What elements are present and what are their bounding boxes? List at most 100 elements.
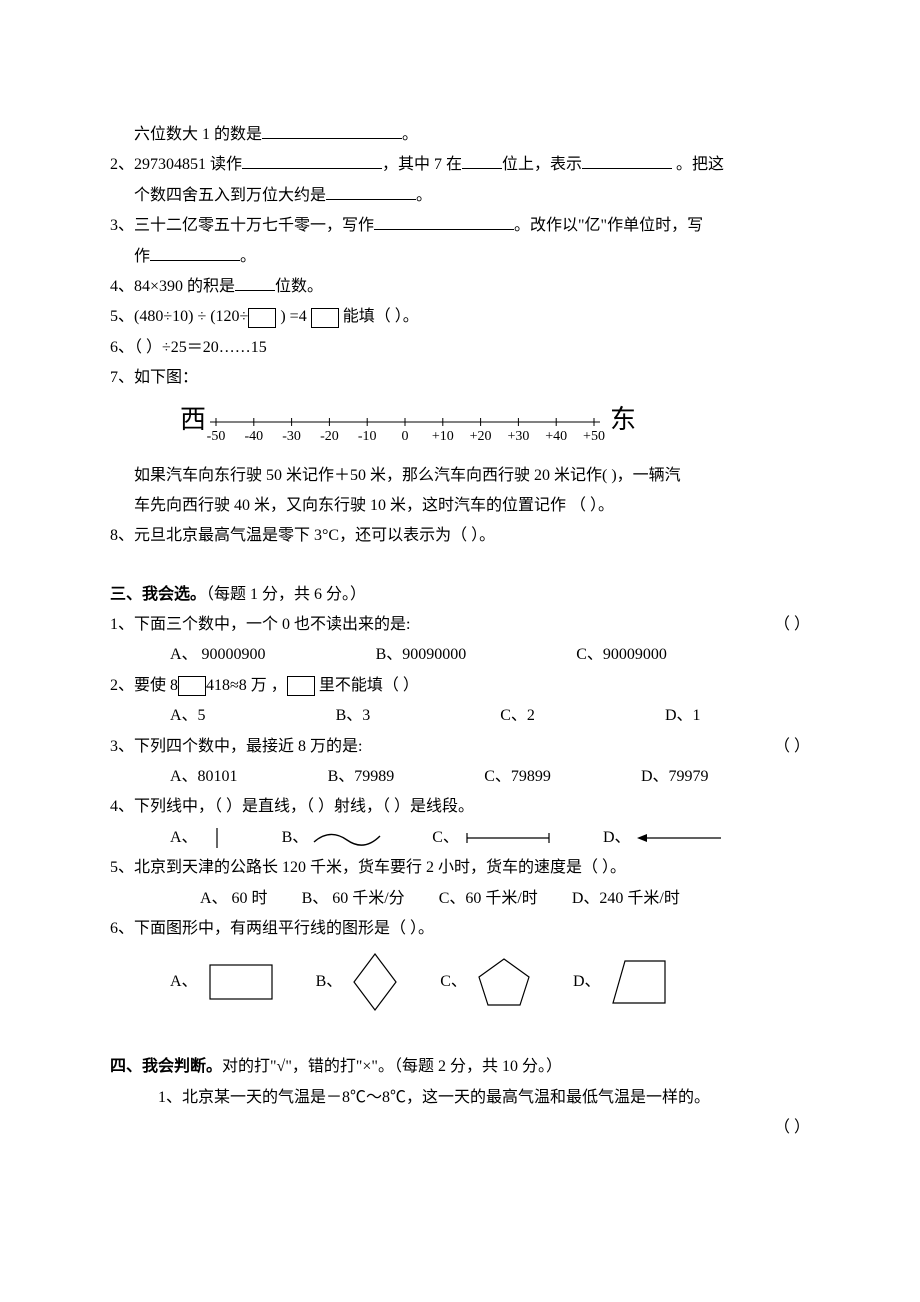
svg-text:0: 0 (402, 429, 409, 444)
sec4-title: 四、我会判断。 (110, 1058, 222, 1075)
q2-part2: ，其中 7 在 (382, 156, 462, 173)
s3q1: 1、下面三个数中，一个 0 也不读出来的是: （ ） (110, 610, 810, 640)
s3q3-paren: （ ） (774, 732, 810, 762)
s3q4-text: 4、下列线中，（ ）是直线，（ ）射线，（ ）是线段。 (110, 798, 474, 815)
svg-text:-50: -50 (207, 429, 226, 444)
opt-d: D、1 (665, 701, 701, 731)
q7-head: 7、如下图： (110, 363, 810, 393)
number-line-diagram: 西 -50-40-30-20-100+10+20+30+40+50 东 (170, 400, 810, 455)
opt-b: B、 (316, 967, 343, 997)
s3q4: 4、下列线中，（ ）是直线，（ ）射线，（ ）是线段。 (110, 792, 810, 822)
east-label: 东 (610, 405, 636, 434)
opt-b: B、90090000 (376, 640, 467, 670)
segment-c-icon (463, 828, 553, 848)
svg-text:+40: +40 (545, 429, 567, 444)
s3q6-text: 6、下面图形中，有两组平行线的图形是（ ）。 (110, 920, 434, 937)
q8-text: 8、元旦北京最高气温是零下 3°C，还可以表示为（ ）。 (110, 527, 495, 544)
section3-header: 三、我会选。（每题 1 分，共 6 分。） (110, 580, 810, 610)
spacer (110, 552, 810, 580)
s3q6: 6、下面图形中，有两组平行线的图形是（ ）。 (110, 914, 810, 944)
blank (150, 244, 240, 261)
svg-text:+30: +30 (507, 429, 529, 444)
q7-p1: 如果汽车向东行驶 50 米记作＋50 米，那么汽车向西行驶 20 米记作( )，… (110, 461, 810, 491)
opt-b-wrap: B、 (316, 952, 401, 1012)
svg-text:+50: +50 (583, 429, 605, 444)
q5-b: ) =4 (276, 308, 310, 325)
s3q2-options: A、5 B、3 C、2 D、1 (110, 701, 810, 731)
q2-l2a: 个数四舍五入到万位大约是 (134, 187, 326, 204)
spacer (110, 1012, 810, 1052)
q2-line2: 个数四舍五入到万位大约是 。 (110, 181, 810, 211)
opt-c: C、 (432, 823, 459, 853)
s3q6-options: A、 B、 C、 D、 (110, 952, 810, 1012)
q2: 2、297304851 读作，其中 7 在位上，表示 。把这 (110, 150, 810, 180)
q8: 8、元旦北京最高气温是零下 3°C，还可以表示为（ ）。 (110, 521, 810, 551)
s3q4-options: A、 B、 C、 D、 (110, 823, 810, 853)
s3q2-t2: 418≈8 万 ， (206, 677, 287, 694)
s4q1-text: 1、北京某一天的气温是－8℃～8℃，这一天的最高气温和最低气温是一样的。 (158, 1089, 710, 1106)
blank (235, 274, 275, 291)
opt-c: C、90009000 (576, 640, 667, 670)
s4q1-paren-text: （ ） (774, 1119, 810, 1136)
opt-c: C、79899 (484, 762, 551, 792)
opt-a: A、5 (170, 701, 206, 731)
box-icon (311, 308, 339, 328)
q5-a: 5、(480÷10) ÷ (120÷ (110, 308, 248, 325)
blank (242, 152, 382, 169)
svg-text:-20: -20 (320, 429, 339, 444)
s3q5-text: 5、北京到天津的公路长 120 千米，货车要行 2 小时，货车的速度是（ ）。 (110, 859, 626, 876)
q3-b: 。改作以"亿"作单位时，写 (514, 217, 703, 234)
q7-p1-text: 如果汽车向东行驶 50 米记作＋50 米，那么汽车向西行驶 20 米记作( )，… (134, 467, 681, 484)
sec3-title: 三、我会选。 (110, 586, 206, 603)
q4-b: 位数。 (275, 278, 323, 295)
q5-c: 能填（ ）。 (339, 308, 419, 325)
q7-head-text: 7、如下图： (110, 369, 198, 386)
s3q2-t1: 2、要使 8 (110, 677, 178, 694)
opt-a: A、 90000900 (170, 640, 266, 670)
blank (262, 122, 402, 139)
q2-part1: 2、297304851 读作 (110, 156, 242, 173)
s3q2-t3: 里不能填（ ） (315, 677, 419, 694)
opt-b: B、79989 (328, 762, 395, 792)
opt-c: C、60 千米/时 (439, 884, 538, 914)
q6-text: 6、（ ）÷25＝20……15 (110, 339, 267, 356)
q6: 6、（ ）÷25＝20……15 (110, 333, 810, 363)
opt-c: C、2 (500, 701, 535, 731)
s3q1-text: 1、下面三个数中，一个 0 也不读出来的是: (110, 610, 410, 640)
opt-a-wrap: A、 (170, 823, 232, 853)
q4: 4、84×390 的积是 位数。 (110, 272, 810, 302)
ray-d-icon (635, 828, 725, 848)
s3q1-options: A、 90000900 B、90090000 C、90009000 (110, 640, 810, 670)
s3q3-text: 3、下列四个数中，最接近 8 万的是: (110, 732, 362, 762)
q2-part3: 位上，表示 (502, 156, 582, 173)
q1-text: 六位数大 1 的数是 (134, 126, 262, 143)
opt-d: D、 (573, 967, 601, 997)
q3-line2: 作。 (110, 242, 810, 272)
q2-l2b: 。 (416, 187, 432, 204)
pentagon-icon (475, 955, 533, 1009)
q1-continuation: 六位数大 1 的数是。 (110, 120, 810, 150)
trapezoid-icon (609, 957, 669, 1007)
section4-header: 四、我会判断。对的打"√"，错的打"×"。（每题 2 分，共 10 分。） (110, 1052, 810, 1082)
blank (582, 152, 672, 169)
opt-c-wrap: C、 (440, 955, 533, 1009)
q4-a: 4、84×390 的积是 (110, 278, 235, 295)
sec3-note: （每题 1 分，共 6 分。） (206, 586, 366, 603)
box-icon (287, 676, 315, 696)
opt-b: B、3 (336, 701, 371, 731)
opt-b-wrap: B、 (282, 823, 383, 853)
q3-a: 3、三十二亿零五十万七千零一，写作 (110, 217, 374, 234)
rhombus-icon (350, 952, 400, 1012)
q3-d: 。 (240, 248, 256, 265)
opt-d: D、79979 (641, 762, 709, 792)
s4q1: 1、北京某一天的气温是－8℃～8℃，这一天的最高气温和最低气温是一样的。 (110, 1083, 810, 1113)
opt-d: D、240 千米/时 (572, 884, 680, 914)
opt-a: A、 60 时 (200, 884, 268, 914)
box-icon (178, 676, 206, 696)
s3q2: 2、要使 8 418≈8 万 ， 里不能填（ ） (110, 671, 810, 701)
svg-text:-10: -10 (358, 429, 377, 444)
s3q5: 5、北京到天津的公路长 120 千米，货车要行 2 小时，货车的速度是（ ）。 (110, 853, 810, 883)
line-a-icon (202, 826, 232, 850)
s4q1-paren: （ ） (110, 1113, 810, 1143)
west-label: 西 (180, 405, 206, 434)
